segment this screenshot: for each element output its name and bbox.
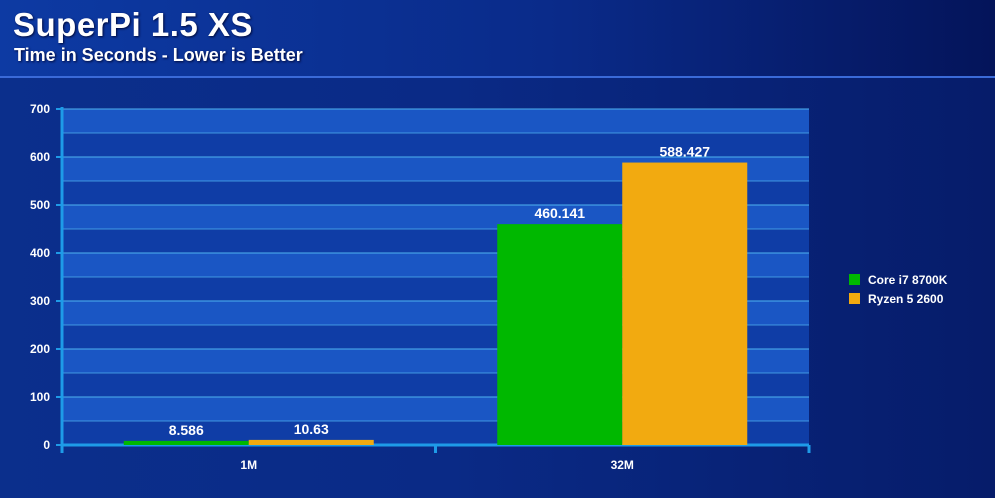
legend-swatch bbox=[849, 274, 860, 285]
y-tick-label: 200 bbox=[30, 342, 50, 356]
legend-item: Core i7 8700K bbox=[849, 270, 947, 289]
y-tick-label: 700 bbox=[30, 102, 50, 116]
plot-band bbox=[62, 109, 809, 133]
y-tick-label: 300 bbox=[30, 294, 50, 308]
data-label: 588.427 bbox=[659, 144, 710, 160]
chart-subtitle: Time in Seconds - Lower is Better bbox=[14, 45, 303, 65]
legend-item: Ryzen 5 2600 bbox=[849, 289, 947, 308]
bar-core-i7-8700k bbox=[497, 224, 623, 445]
y-tick-label: 400 bbox=[30, 246, 50, 260]
chart-title: SuperPi 1.5 XS bbox=[13, 6, 253, 43]
bar-ryzen-5-2600 bbox=[248, 439, 374, 445]
x-tick-label: 1M bbox=[240, 458, 257, 472]
data-label: 10.63 bbox=[294, 421, 329, 437]
y-tick-label: 0 bbox=[43, 438, 50, 452]
bar-ryzen-5-2600 bbox=[622, 162, 748, 445]
legend-label: Ryzen 5 2600 bbox=[868, 291, 944, 306]
y-tick-label: 100 bbox=[30, 390, 50, 404]
chart-legend: Core i7 8700K Ryzen 5 2600 bbox=[849, 270, 947, 308]
legend-swatch bbox=[849, 293, 860, 304]
data-label: 8.586 bbox=[169, 422, 204, 438]
chart-header: SuperPi 1.5 XS Time in Seconds - Lower i… bbox=[0, 0, 995, 78]
y-tick-label: 600 bbox=[30, 150, 50, 164]
y-tick-label: 500 bbox=[30, 198, 50, 212]
bar-core-i7-8700k bbox=[123, 440, 249, 445]
data-label: 460.141 bbox=[534, 205, 585, 221]
x-tick-label: 32M bbox=[611, 458, 634, 472]
legend-label: Core i7 8700K bbox=[868, 272, 948, 287]
